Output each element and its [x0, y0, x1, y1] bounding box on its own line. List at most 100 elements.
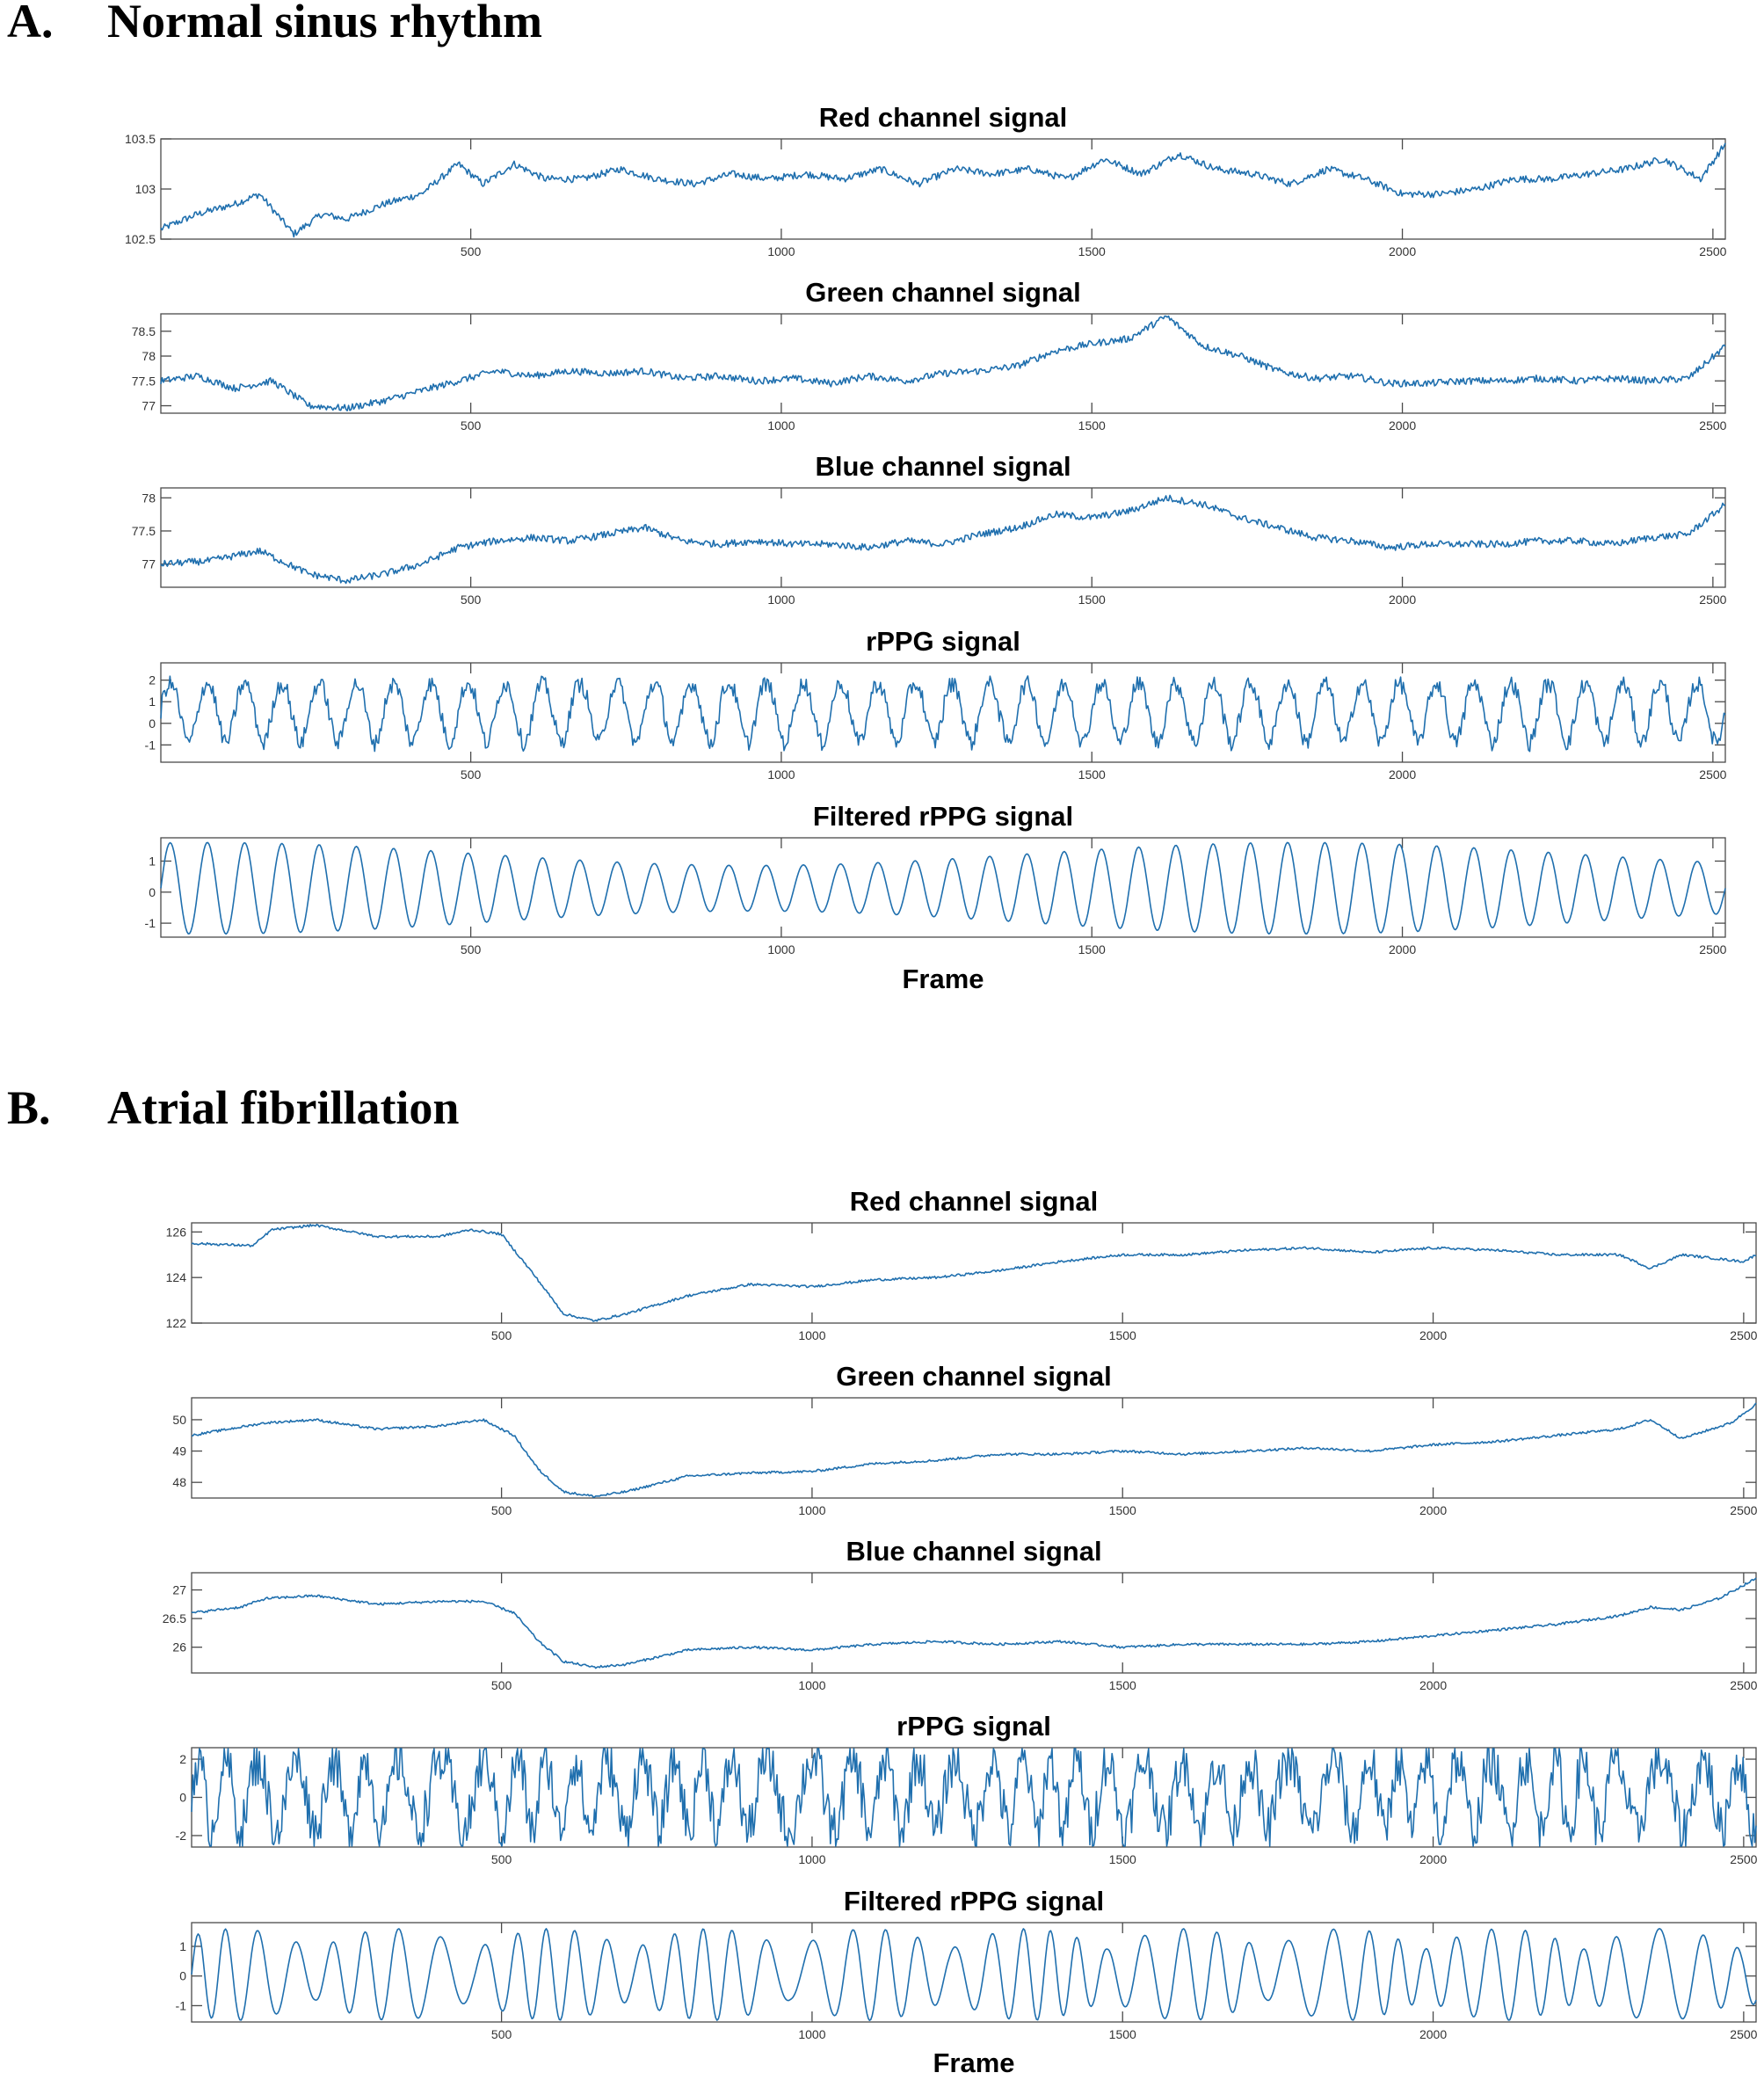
- x-tick-label: 500: [461, 767, 482, 782]
- x-tick-label: 2500: [1699, 593, 1726, 607]
- y-tick-label: 124: [166, 1270, 187, 1284]
- y-tick-label: -2: [176, 1829, 187, 1843]
- y-tick-label: 1: [149, 854, 156, 868]
- y-tick-label: 103: [135, 182, 156, 196]
- y-tick-label: 2: [179, 1752, 186, 1766]
- y-tick-label: 1: [149, 695, 156, 709]
- plot-frame: [160, 313, 1726, 414]
- y-tick-label: 0: [179, 1791, 186, 1805]
- x-tick-label: 2000: [1419, 1328, 1447, 1342]
- subplot-rppg-signal: rPPG signal 500 1000 1500 2000 2500 -2 0 2: [176, 1711, 1758, 1866]
- subplot-red-channel-signal: Red channel signal 500 1000 1500 2000 2500 102…: [125, 102, 1727, 258]
- y-tick-label: 1: [179, 1939, 186, 1953]
- subplot-filtered-rppg-signal: Filtered rPPG signal 500 1000 1500 2000 2500 -…: [176, 1886, 1758, 2041]
- x-tick-label: 1000: [767, 767, 795, 782]
- signal-trace: [160, 142, 1726, 238]
- y-tick-label: 78: [142, 349, 156, 363]
- subplot-green-channel-signal: Green channel signal 500 1000 1500 2000 2500 7…: [132, 277, 1727, 433]
- plot-title: Red channel signal: [850, 1186, 1099, 1217]
- x-tick-label: 1000: [767, 593, 795, 607]
- y-tick-label: 0: [179, 1969, 186, 1983]
- x-tick-label: 2500: [1699, 767, 1726, 782]
- signal-trace: [160, 675, 1726, 753]
- y-tick-label: -1: [176, 1998, 187, 2012]
- x-tick-label: 1500: [1109, 1328, 1136, 1342]
- panel-b: B. Atrial fibrillation Red channel signal 5…: [7, 1081, 1758, 2078]
- panel-heading: Atrial fibrillation: [107, 1081, 459, 1134]
- x-tick-label: 1500: [1078, 593, 1106, 607]
- plot-title: Blue channel signal: [846, 1536, 1101, 1567]
- y-tick-label: 48: [172, 1475, 186, 1489]
- x-tick-label: 500: [491, 1852, 512, 1866]
- x-tick-label: 2000: [1389, 244, 1416, 258]
- x-axis-label: Frame: [933, 2047, 1014, 2078]
- x-tick-label: 2500: [1730, 1328, 1757, 1342]
- signal-trace: [160, 841, 1726, 935]
- plot-title: Filtered rPPG signal: [813, 801, 1073, 832]
- panel-heading: Normal sinus rhythm: [107, 0, 542, 47]
- signal-trace: [160, 494, 1726, 585]
- x-tick-label: 2000: [1419, 2027, 1447, 2041]
- signal-trace: [191, 1223, 1757, 1322]
- x-tick-label: 1000: [767, 942, 795, 956]
- x-tick-label: 2500: [1730, 1678, 1757, 1692]
- x-tick-label: 500: [491, 1328, 512, 1342]
- x-tick-label: 2500: [1699, 942, 1726, 956]
- x-tick-label: 1500: [1109, 1678, 1136, 1692]
- y-tick-label: -1: [145, 916, 156, 930]
- plot-frame: [191, 1922, 1757, 2023]
- y-tick-label: 126: [166, 1225, 187, 1239]
- x-tick-label: 1000: [798, 1852, 825, 1866]
- subplot-blue-channel-signal: Blue channel signal 500 1000 1500 2000 2500 26…: [163, 1536, 1758, 1692]
- y-tick-label: 49: [172, 1444, 186, 1458]
- x-tick-label: 2000: [1419, 1852, 1447, 1866]
- x-tick-label: 2500: [1730, 1852, 1757, 1866]
- y-tick-label: 2: [149, 673, 156, 687]
- x-tick-label: 2000: [1419, 1678, 1447, 1692]
- x-tick-label: 2500: [1730, 2027, 1757, 2041]
- x-tick-label: 500: [461, 418, 482, 433]
- y-tick-label: 77: [142, 399, 156, 413]
- plot-title: Red channel signal: [819, 102, 1068, 133]
- plot-title: Filtered rPPG signal: [844, 1886, 1104, 1916]
- y-tick-label: 77.5: [132, 524, 156, 538]
- plot-frame: [160, 487, 1726, 588]
- x-tick-label: 1000: [798, 1503, 825, 1517]
- x-axis-label: Frame: [902, 964, 984, 994]
- subplot-blue-channel-signal: Blue channel signal 500 1000 1500 2000 2500 77…: [132, 451, 1727, 607]
- x-tick-label: 1000: [767, 418, 795, 433]
- y-tick-label: 26.5: [163, 1611, 186, 1625]
- y-tick-label: 77.5: [132, 374, 156, 388]
- plot-title: Green channel signal: [805, 277, 1081, 308]
- x-tick-label: 1000: [798, 2027, 825, 2041]
- y-tick-label: 78.5: [132, 324, 156, 338]
- y-tick-label: -1: [145, 738, 156, 752]
- y-tick-label: 77: [142, 557, 156, 571]
- x-tick-label: 2000: [1389, 593, 1416, 607]
- plot-title: Green channel signal: [836, 1361, 1112, 1392]
- plot-title: rPPG signal: [897, 1711, 1051, 1742]
- x-tick-label: 500: [461, 942, 482, 956]
- panel-a: A. Normal sinus rhythm Red channel signal 5…: [7, 0, 1727, 994]
- x-tick-label: 1500: [1078, 767, 1106, 782]
- subplot-red-channel-signal: Red channel signal 500 1000 1500 2000 2500 122…: [166, 1186, 1758, 1342]
- y-tick-label: 122: [166, 1316, 187, 1330]
- plot-title: Blue channel signal: [815, 451, 1071, 482]
- x-tick-label: 2000: [1389, 942, 1416, 956]
- x-tick-label: 1500: [1109, 1852, 1136, 1866]
- x-tick-label: 1500: [1078, 942, 1106, 956]
- x-tick-label: 500: [461, 593, 482, 607]
- x-tick-label: 2000: [1389, 418, 1416, 433]
- x-tick-label: 500: [491, 2027, 512, 2041]
- x-tick-label: 2500: [1699, 418, 1726, 433]
- signal-trace: [160, 315, 1726, 411]
- plot-frame: [160, 138, 1726, 240]
- y-tick-label: 50: [172, 1413, 186, 1427]
- subplot-rppg-signal: rPPG signal 500 1000 1500 2000 2500 -1 0 1 2: [145, 626, 1727, 782]
- x-tick-label: 2500: [1730, 1503, 1757, 1517]
- subplot-filtered-rppg-signal: Filtered rPPG signal 500 1000 1500 2000 2500 -…: [145, 801, 1727, 956]
- x-tick-label: 2000: [1419, 1503, 1447, 1517]
- subplot-green-channel-signal: Green channel signal 500 1000 1500 2000 2500 4…: [172, 1361, 1757, 1517]
- x-tick-label: 500: [491, 1678, 512, 1692]
